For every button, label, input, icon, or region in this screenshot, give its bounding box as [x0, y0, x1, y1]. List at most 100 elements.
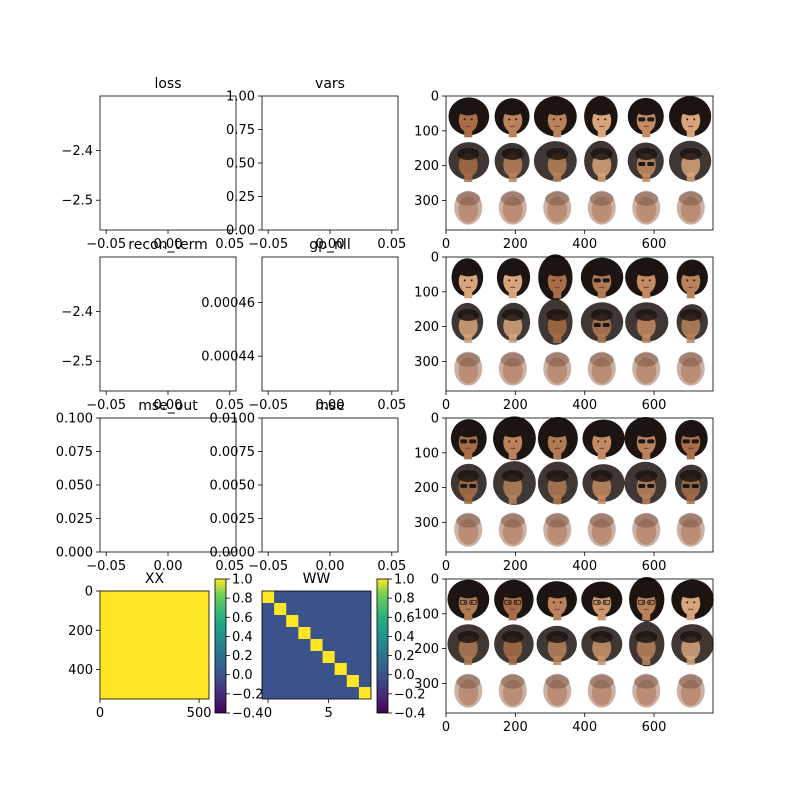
face-fringe [635, 425, 658, 438]
face-blur-hair [500, 674, 525, 689]
face-thumbnail [627, 97, 664, 138]
face-neck [508, 611, 517, 621]
face-thumbnail [538, 254, 573, 301]
x-tick-label: 400 [572, 237, 597, 252]
face-blur-hair [456, 352, 481, 367]
face-blur-core [547, 518, 568, 545]
face-neck [553, 289, 562, 299]
face-eye [470, 279, 473, 282]
face-neck [464, 611, 473, 621]
face-blur-core [680, 357, 701, 384]
face-thumbnail [676, 259, 708, 299]
face-eye [508, 279, 511, 282]
x-tick-label: 600 [642, 237, 667, 252]
sunglasses-lens [682, 439, 690, 444]
face-neck [508, 450, 517, 460]
face-thumbnail [676, 351, 705, 386]
face-eye [686, 118, 689, 121]
face-thumbnail [671, 624, 714, 665]
face-eye [470, 118, 473, 121]
sunglasses-lens [593, 278, 601, 283]
y-tick-label: 100 [414, 446, 439, 461]
colorbar-tick-label: 1.0 [232, 573, 253, 588]
face-eye [515, 279, 518, 282]
face-blur-hair [500, 352, 525, 367]
face-neck [553, 611, 562, 621]
face-thumbnail [624, 461, 667, 505]
y-tick-label: 0 [431, 90, 439, 105]
face-neck [642, 450, 651, 460]
x-tick-label: 0.00 [316, 559, 345, 574]
face-thumbnail [536, 581, 577, 621]
face-thumbnail [632, 351, 661, 386]
y-tick-label: 0.25 [226, 190, 255, 205]
face-blur-hair [545, 352, 570, 367]
axes-loss: −0.05 0.00 0.05 −2.4 −2.5 loss [61, 76, 244, 252]
glasses-frame [513, 599, 522, 605]
y-tick-label: 0 [431, 251, 439, 266]
y-tick-label: 0 [431, 412, 439, 427]
heatmap-cell [100, 591, 209, 699]
face-fringe [457, 148, 480, 160]
axes-XX: 0 500 0 200 400 XX 1.0 0.8 0.6 0.4 0.2 0.0 −0.2 −0.4 [68, 571, 263, 722]
glasses-frame [593, 599, 601, 605]
face-neck [464, 450, 473, 460]
face-eye [604, 601, 607, 604]
face-blur-core [458, 196, 479, 223]
face-blur-core [502, 518, 523, 545]
face-thumbnail [447, 579, 490, 621]
x-tick-label: 600 [642, 398, 667, 413]
y-tick-label: 100 [414, 124, 439, 139]
face-fringe [635, 586, 658, 599]
face-blur-core [547, 679, 568, 706]
axes-title: loss [154, 76, 181, 92]
x-tick-label: 0.05 [377, 559, 406, 574]
face-eye [552, 601, 555, 604]
face-fringe [679, 425, 702, 438]
face-eye [508, 601, 511, 604]
face-eye [508, 118, 511, 121]
face-blur-core [458, 518, 479, 545]
y-tick-label: 0.00046 [201, 296, 255, 311]
face-thumbnail [632, 673, 661, 708]
face-blur-core [547, 357, 568, 384]
axes-faces-2: 0 200 400 600 0 100 200 300 [414, 251, 714, 413]
face-blur-hair [634, 352, 659, 367]
face-fringe [546, 148, 569, 160]
face-eye [559, 279, 562, 282]
face-fringe [635, 103, 658, 116]
face-thumbnail [584, 96, 618, 138]
face-thumbnail [584, 140, 618, 182]
face-fringe [590, 148, 613, 160]
face-fringe [546, 470, 569, 482]
face-neck [597, 656, 606, 665]
face-thumbnail [494, 624, 534, 665]
x-tick-label: 600 [642, 720, 667, 735]
axes-faces-1: 0 200 400 600 0 100 200 300 [414, 90, 714, 252]
face-fringe [501, 425, 524, 438]
face-fringe [590, 586, 613, 599]
face-eye [686, 601, 689, 604]
y-tick-label: 100 [414, 285, 439, 300]
colorbar-tick-label: 0.8 [232, 592, 253, 607]
face-fringe [501, 148, 524, 160]
y-tick-label: 200 [414, 320, 439, 335]
face-eye [597, 440, 600, 443]
sunglasses-lens [593, 323, 601, 327]
colorbar [376, 578, 389, 714]
face-fringe [501, 470, 524, 482]
face-blur-hair [545, 674, 570, 689]
y-tick-label: 200 [414, 159, 439, 174]
x-tick-label: 400 [572, 720, 597, 735]
face-blur-hair [589, 513, 614, 528]
sunglasses-lens [602, 278, 610, 283]
y-tick-label: 200 [414, 481, 439, 496]
face-thumbnail [543, 512, 572, 547]
sunglasses-lens [638, 439, 646, 444]
face-neck [642, 334, 651, 343]
face-thumbnail [498, 190, 527, 225]
face-thumbnail [632, 190, 661, 225]
face-neck [508, 334, 517, 343]
x-tick-label: 0 [96, 706, 104, 721]
face-thumbnail [676, 304, 708, 343]
